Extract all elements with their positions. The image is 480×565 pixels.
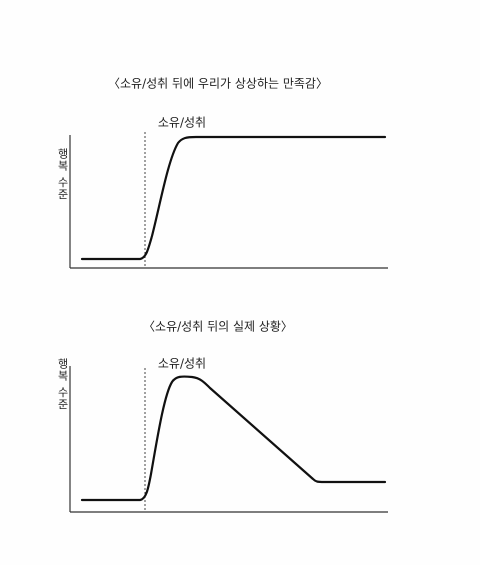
chart-title: 〈소유/성취 뒤의 실제 상황〉 <box>143 320 293 334</box>
event-label: 소유/성취 <box>158 116 206 130</box>
y-axis-label: 행복 수준 <box>56 358 69 411</box>
chart-actual: 〈소유/성취 뒤의 실제 상황〉 행복 수준 소유/성취 <box>56 320 388 513</box>
y-axis-label: 행복 수준 <box>56 148 69 201</box>
chart-imagined: 〈소유/성취 뒤에 우리가 상상하는 만족감〉 행복 수준 소유/성취 <box>56 77 388 269</box>
event-label: 소유/성취 <box>158 357 206 371</box>
happiness-curve <box>80 135 387 261</box>
happiness-curve <box>80 375 387 502</box>
chart-title: 〈소유/성취 뒤에 우리가 상상하는 만족감〉 <box>108 77 328 91</box>
